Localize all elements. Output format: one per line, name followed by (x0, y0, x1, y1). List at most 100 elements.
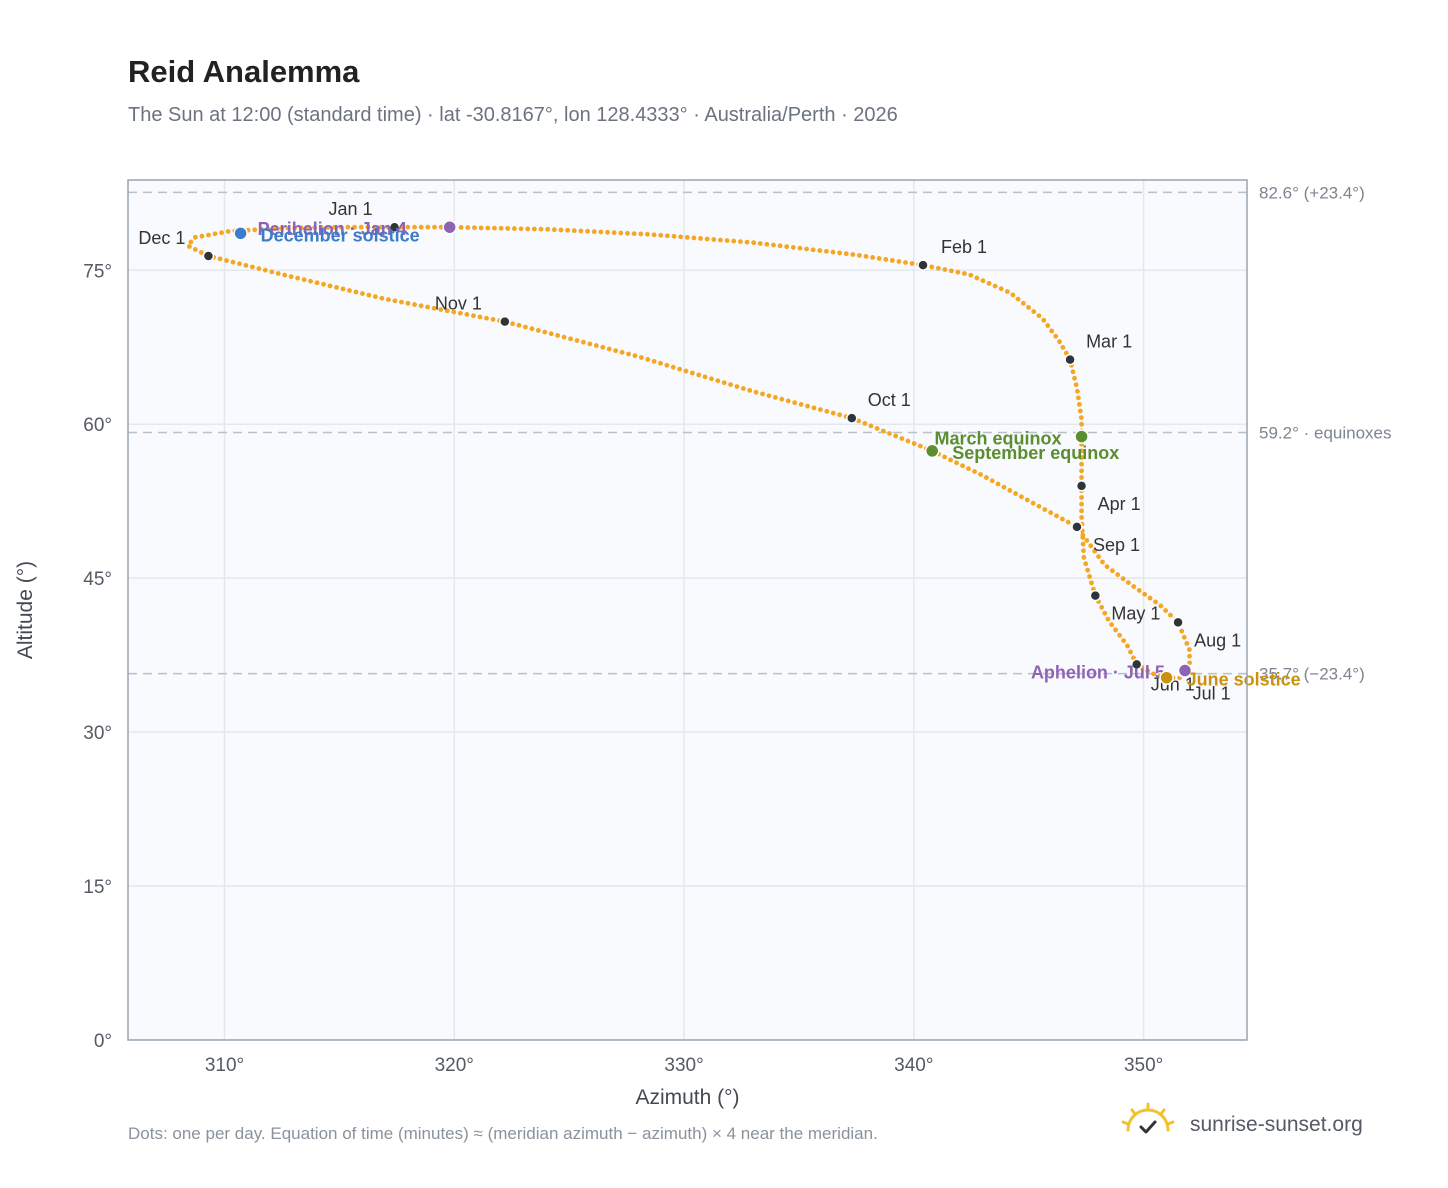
day-dot (366, 292, 372, 298)
day-dot (870, 255, 876, 260)
day-dot (917, 443, 923, 449)
day-dot (711, 237, 717, 242)
day-dot (405, 300, 411, 306)
day-dot (334, 285, 339, 290)
day-dot (1153, 599, 1158, 605)
day-dot (1045, 323, 1051, 328)
day-dot (1065, 519, 1071, 525)
day-dot (1063, 350, 1069, 356)
month-marker (1172, 616, 1184, 629)
y-tick-label: 15° (83, 877, 112, 898)
day-dot (1079, 421, 1084, 427)
day-dot (321, 281, 326, 287)
month-marker (499, 315, 511, 328)
day-dot (1048, 510, 1054, 516)
day-dot (1147, 595, 1153, 601)
day-dot (992, 283, 998, 289)
day-dot (591, 229, 597, 235)
day-dot (529, 326, 535, 332)
day-dot (984, 475, 989, 480)
day-dot (1078, 415, 1084, 421)
day-dot (798, 401, 804, 407)
day-dot (399, 299, 404, 305)
day-dot (1179, 628, 1185, 634)
plot-area (128, 180, 1247, 1040)
day-dot (186, 244, 192, 249)
day-dot (198, 250, 204, 255)
reference-line-label: 35.7° (−23.4°) (1259, 665, 1365, 684)
month-marker (1064, 353, 1076, 366)
chart-title: Reid Analemma (128, 54, 360, 89)
day-dot (978, 472, 983, 477)
y-tick-label: 30° (83, 723, 112, 744)
day-dot (772, 395, 778, 400)
day-dot (1081, 548, 1086, 554)
x-axis-title: Azimuth (°) (635, 1086, 739, 1109)
day-dot (298, 225, 304, 231)
day-dot (444, 308, 450, 314)
day-dot (1054, 513, 1059, 519)
day-dot (510, 321, 515, 327)
brand-name: sunrise-sunset.org (1190, 1113, 1363, 1136)
event-marker (233, 226, 248, 241)
month-label: Sep 1 (1093, 535, 1140, 555)
day-dot (217, 256, 223, 262)
reference-lines: 82.6° (+23.4°) 59.2° · equinoxes 35.7° (−2… (128, 183, 1392, 684)
day-dot (810, 247, 816, 253)
day-dot (893, 433, 899, 439)
day-dot (1085, 567, 1091, 573)
day-dot (740, 386, 746, 391)
day-dot (658, 232, 664, 238)
day-dot (1075, 395, 1081, 401)
brand[interactable]: sunrise-sunset.org (1120, 1102, 1390, 1146)
day-dot (243, 262, 249, 268)
day-dot (974, 275, 980, 281)
day-dot (1117, 632, 1122, 638)
day-dot (626, 351, 631, 357)
day-dot (571, 228, 577, 234)
day-dot (1105, 616, 1111, 622)
day-dot (1088, 543, 1094, 549)
day-dot (1019, 494, 1024, 500)
day-dot (1187, 653, 1192, 659)
day-dot (275, 271, 281, 276)
event-label: December solstice (261, 225, 420, 245)
day-dot (269, 269, 275, 275)
day-dot (632, 353, 638, 359)
chart-subtitle: The Sun at 12:00 (standard time) · lat -… (128, 104, 898, 126)
event-marker (1177, 663, 1193, 678)
day-dot (960, 463, 965, 469)
day-dot (379, 295, 385, 301)
day-dot (1081, 554, 1087, 560)
day-dot (792, 400, 798, 406)
month-label: Feb 1 (941, 237, 987, 257)
day-dot (425, 304, 431, 310)
day-dot (613, 348, 619, 354)
day-dot (709, 376, 714, 382)
event-label: June solstice (1187, 670, 1301, 690)
day-dot (301, 277, 307, 283)
day-dot (327, 283, 333, 289)
day-dot (1158, 603, 1164, 609)
day-dot (757, 241, 763, 246)
day-dot (771, 242, 776, 248)
day-dot (678, 234, 684, 240)
day-dot (658, 360, 663, 366)
day-dot (1181, 634, 1187, 640)
day-dot (545, 226, 551, 232)
day-dot (1128, 649, 1133, 655)
day-dot (272, 226, 278, 232)
day-dot (485, 225, 491, 231)
day-dot (585, 228, 590, 234)
month-marker (388, 221, 401, 233)
day-dot (948, 268, 954, 274)
day-dot (909, 261, 915, 266)
day-dot (764, 241, 770, 247)
day-dot (1186, 647, 1192, 652)
day-dot (942, 454, 947, 460)
day-dot (790, 245, 796, 250)
day-dot (664, 362, 670, 368)
day-dot (1079, 461, 1084, 467)
day-dot (392, 298, 398, 304)
